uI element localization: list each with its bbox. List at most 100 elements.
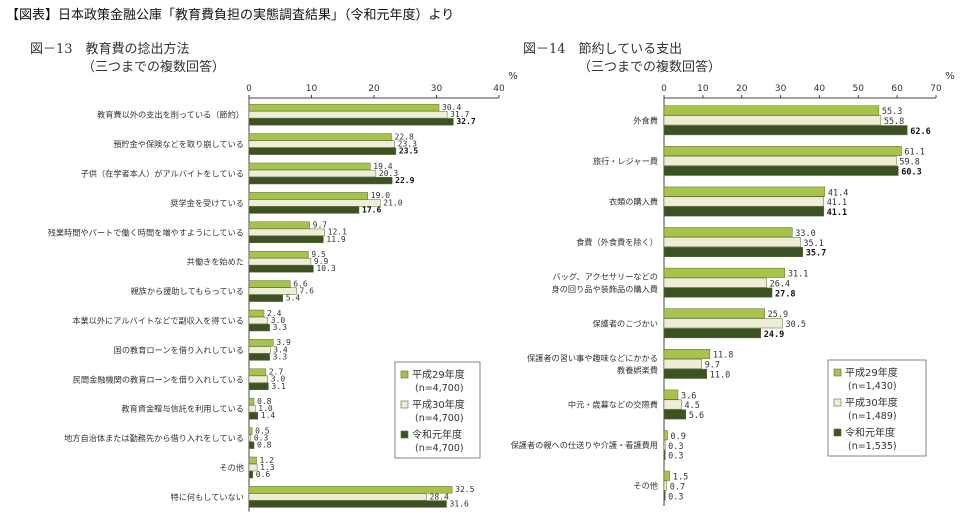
value-label: 3.0 <box>271 316 286 325</box>
bar-平成30年度 <box>248 169 377 178</box>
category-label: 共働きを始めた <box>187 257 244 267</box>
legend-series-name: 平成29年度 <box>845 366 898 379</box>
value-label: 2.4 <box>267 309 282 318</box>
chart2-title: 図－14 節約している支出 <box>523 42 683 57</box>
value-label: 19.0 <box>371 191 390 200</box>
value-label: 31.7 <box>450 110 469 119</box>
legend-swatch <box>400 400 409 409</box>
bar-平成29年度 <box>248 456 257 465</box>
bar-平成30年度 <box>248 493 427 501</box>
legend-swatch <box>833 368 842 377</box>
bar-令和元年度 <box>663 450 666 460</box>
value-label: 5.4 <box>286 294 301 303</box>
legend-series-name: 令和元年度 <box>412 428 462 441</box>
value-label: 6.6 <box>293 279 308 288</box>
bar-令和元年度 <box>663 165 899 176</box>
legend-box <box>394 361 481 459</box>
value-label: 31.6 <box>450 499 469 508</box>
bar-平成30年度 <box>663 358 702 369</box>
page-header: 【図表】日本政策金融公庫「教育費負担の実態調査結果」（令和元年度）より <box>6 8 455 23</box>
x-tick-label: 10 <box>697 84 709 94</box>
bar-平成29年度 <box>248 486 453 494</box>
value-label: 0.6 <box>256 470 271 479</box>
value-label: 3.1 <box>271 382 286 391</box>
bar-令和元年度 <box>663 368 707 379</box>
value-label: 23.5 <box>399 147 418 156</box>
value-label: 19.4 <box>373 162 392 171</box>
value-label: 1.4 <box>261 411 276 420</box>
bar-平成30年度 <box>663 277 767 288</box>
value-label: 21.0 <box>383 198 402 207</box>
value-label: 41.4 <box>828 188 848 198</box>
bar-令和元年度 <box>248 500 447 508</box>
value-label: 33.0 <box>795 229 815 239</box>
bar-令和元年度 <box>248 147 397 155</box>
bar-平成30年度 <box>663 155 897 166</box>
value-label: 4.5 <box>684 401 699 411</box>
bar-平成30年度 <box>248 405 256 413</box>
bar-平成30年度 <box>663 318 783 329</box>
value-label: 9.9 <box>314 257 329 266</box>
category-label: 食費（外食費を除く） <box>576 237 658 247</box>
category-label: 保護者の習い事や趣味などにかかる <box>527 353 658 363</box>
value-label: 0.9 <box>670 432 685 442</box>
bar-令和元年度 <box>248 441 255 449</box>
legend-swatch <box>833 398 842 407</box>
value-label: 9.7 <box>705 361 720 371</box>
legend-series-name: 令和元年度 <box>845 426 895 439</box>
x-tick-label: 50 <box>853 84 865 94</box>
bar-平成30年度 <box>663 237 801 248</box>
legend-swatch <box>400 430 409 439</box>
bar-平成29年度 <box>663 267 786 278</box>
bar-平成30年度 <box>248 316 268 325</box>
bar-平成30年度 <box>248 375 268 383</box>
value-label: 7.6 <box>300 287 315 296</box>
value-label: 11.9 <box>326 235 345 244</box>
legend-sample-size: (n=4,700) <box>415 443 464 454</box>
x-tick-label: 40 <box>814 84 826 94</box>
value-label: 26.4 <box>770 279 790 289</box>
category-label: 国の教育ローンを借り入れしている <box>114 345 244 355</box>
value-label: 3.3 <box>273 352 288 361</box>
category-label: 地方自治体または勤務先から借り入れをしている <box>64 433 244 443</box>
unit-label: % <box>945 71 955 82</box>
bar-平成29年度 <box>663 105 880 116</box>
value-label: 32.7 <box>456 117 475 126</box>
bar-平成30年度 <box>663 480 667 491</box>
bar-平成30年度 <box>248 434 252 442</box>
value-label: 10.3 <box>316 264 335 273</box>
bar-平成30年度 <box>248 463 258 472</box>
category-label: 身の回り品や装飾品の購入費 <box>552 284 658 294</box>
category-label: 旅行・レジャー費 <box>593 156 658 166</box>
chart-2: 0 10 20 30 40 50 60 70% 外食費 55.355.8 62.6 旅行・レジャー費 6… <box>511 71 955 506</box>
value-label: 3.9 <box>276 338 291 347</box>
category-label: 教育資金贈与信託を利用している <box>121 404 244 414</box>
x-tick-label: 30 <box>775 84 787 94</box>
bar-平成29年度 <box>248 280 291 288</box>
value-label: 41.1 <box>827 208 847 218</box>
x-tick-label: 20 <box>736 84 748 94</box>
value-label: 0.3 <box>254 434 269 443</box>
value-label: 55.8 <box>884 117 904 127</box>
category-label: 民間金融機関の教育ローンを借り入れしている <box>73 374 244 384</box>
bar-平成29年度 <box>663 389 679 400</box>
legend-sample-size: (n=4,700) <box>415 383 464 394</box>
value-label: 3.3 <box>273 323 288 332</box>
bar-令和元年度 <box>248 206 360 214</box>
unit-label: % <box>508 71 518 82</box>
category-label: 外食費 <box>633 115 658 125</box>
bar-平成30年度 <box>248 258 312 266</box>
category-label: 教育費以外の支出を削っている（節約） <box>97 110 244 120</box>
value-label: 22.9 <box>395 176 414 185</box>
value-label: 0.8 <box>257 441 272 450</box>
bar-令和元年度 <box>248 176 393 185</box>
value-label: 0.8 <box>257 397 272 406</box>
bar-令和元年度 <box>248 235 324 244</box>
x-tick-label: 10 <box>306 84 318 94</box>
bar-平成30年度 <box>248 346 271 354</box>
x-tick-label: 40 <box>493 84 505 94</box>
value-label: 5.6 <box>689 411 704 421</box>
value-label: 60.3 <box>901 168 921 178</box>
category-label: 中元・歳暮などの交際費 <box>568 400 658 410</box>
